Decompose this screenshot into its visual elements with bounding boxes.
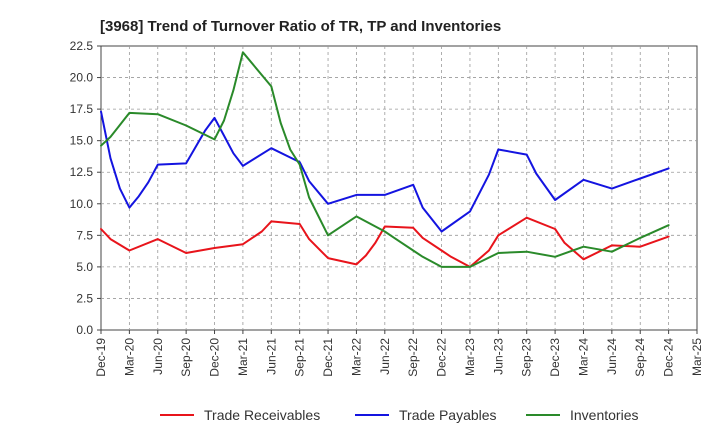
legend-label-trade-receivables: Trade Receivables (204, 407, 320, 423)
y-tick-label: 0.0 (76, 323, 93, 337)
x-tick-label: Sep-20 (179, 338, 193, 377)
x-tick-label: Sep-23 (520, 338, 534, 377)
x-tick-label: Mar-25 (690, 338, 704, 376)
x-tick-label: Jun-20 (151, 338, 165, 375)
x-tick-label: Mar-24 (576, 338, 590, 376)
y-tick-label: 5.0 (76, 260, 93, 274)
x-tick-label: Jun-22 (378, 338, 392, 375)
grid-lines (101, 46, 697, 330)
x-tick-label: Sep-21 (293, 338, 307, 377)
legend-label-trade-payables: Trade Payables (399, 407, 497, 423)
y-tick-label: 22.5 (70, 39, 94, 53)
x-tick-label: Jun-23 (491, 338, 505, 375)
x-tick-label: Jun-24 (605, 338, 619, 375)
x-tick-label: Dec-19 (94, 338, 108, 377)
x-tick-label: Dec-21 (321, 338, 335, 377)
series-lines (100, 51, 670, 268)
y-tick-label: 20.0 (70, 71, 94, 85)
x-tick-label: Sep-22 (406, 338, 420, 377)
axis-ticks: 0.0 2.5 5.0 7.5 10.0 12.5 15.0 17.5 20.0 22.5 Dec-… (70, 39, 704, 377)
x-tick-label: Jun-21 (264, 338, 278, 375)
x-tick-label: Mar-22 (349, 338, 363, 376)
y-tick-label: 17.5 (70, 102, 94, 116)
x-tick-label: Dec-22 (435, 338, 449, 377)
chart-title: [3968] Trend of Turnover Ratio of TR, TP… (100, 18, 501, 35)
y-tick-label: 7.5 (76, 228, 93, 242)
x-tick-label: Mar-20 (122, 338, 136, 376)
y-tick-label: 12.5 (70, 165, 94, 179)
x-tick-label: Mar-23 (463, 338, 477, 376)
x-tick-label: Mar-21 (236, 338, 250, 376)
x-tick-label: Sep-24 (633, 338, 647, 377)
series-line-trade-payables (100, 110, 670, 233)
x-tick-label: Dec-24 (662, 338, 676, 377)
series-line-inventories (100, 51, 670, 268)
series-line-trade-receivables (100, 216, 670, 268)
y-tick-label: 2.5 (76, 291, 93, 305)
legend: Trade Receivables Trade Payables Inventori… (160, 407, 638, 423)
x-tick-label: Dec-20 (208, 338, 222, 377)
plot-area (100, 45, 698, 331)
y-tick-label: 10.0 (70, 197, 94, 211)
y-tick-label: 15.0 (70, 134, 94, 148)
x-tick-label: Dec-23 (548, 338, 562, 377)
legend-label-inventories: Inventories (570, 407, 638, 423)
